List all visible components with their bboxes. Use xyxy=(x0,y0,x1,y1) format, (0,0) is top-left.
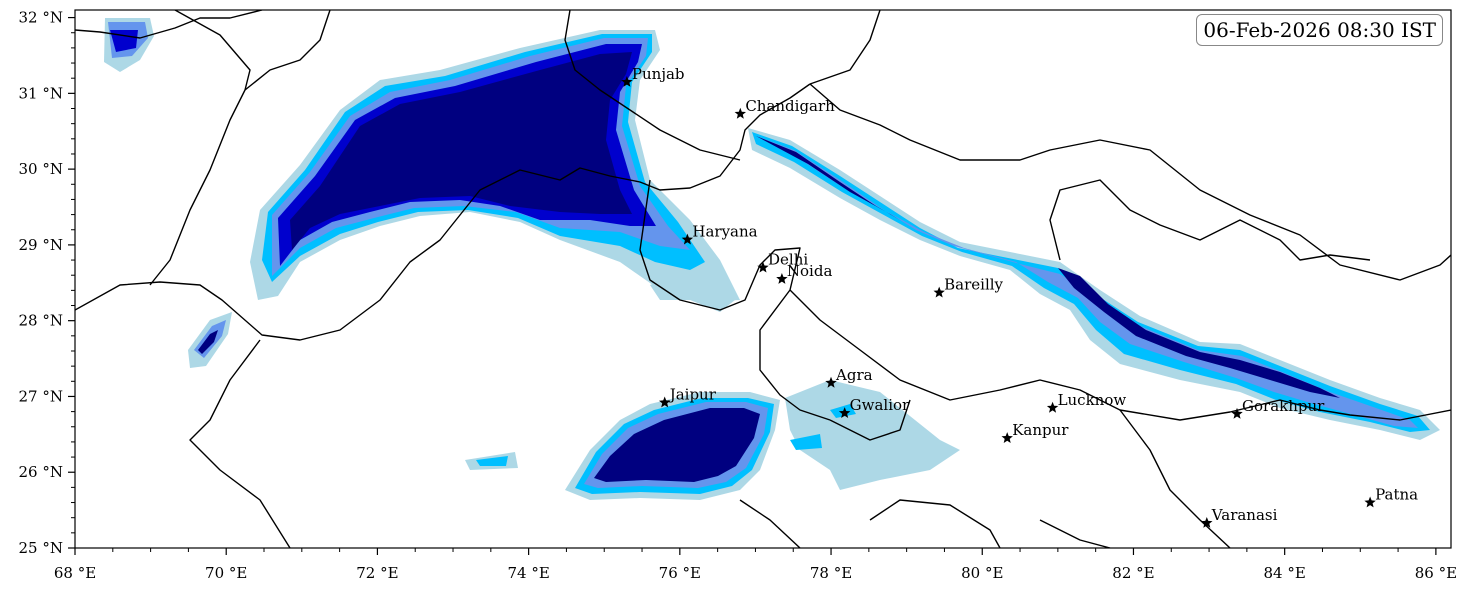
city-star-marker xyxy=(825,376,837,388)
x-tick-label: 72 °E xyxy=(356,564,398,582)
city-star-marker xyxy=(659,396,671,408)
city-label: Punjab xyxy=(632,65,685,83)
administrative-borders xyxy=(75,10,1451,548)
x-tick-label: 78 °E xyxy=(810,564,852,582)
x-tick-label: 80 °E xyxy=(961,564,1003,582)
city-star-marker xyxy=(1201,517,1213,528)
fog-region-l2 xyxy=(830,404,856,418)
city-label: Jaipur xyxy=(668,386,717,404)
fog-region-l2 xyxy=(752,132,1430,432)
city-label: Patna xyxy=(1375,486,1418,504)
y-tick-label: 28 °N xyxy=(19,312,63,330)
timestamp-label: 06-Feb-2026 08:30 IST xyxy=(1196,14,1443,46)
city-label: Noida xyxy=(787,262,833,280)
city-star-marker xyxy=(681,233,694,245)
fog-region-l2 xyxy=(476,456,508,466)
fog-region-l1 xyxy=(785,380,960,490)
x-tick-label: 82 °E xyxy=(1112,564,1154,582)
latitude-axis: 25 °N 26 °N 27 °N 28 °N 29 °N 30 °N 31 °N 32 °N xyxy=(19,9,75,557)
city-star-marker xyxy=(933,286,945,298)
city-star-marker xyxy=(776,273,788,284)
y-tick-label: 26 °N xyxy=(19,463,63,481)
city-label: Chandigarh xyxy=(745,97,835,115)
city-label: Delhi xyxy=(768,251,808,269)
x-tick-label: 68 °E xyxy=(54,564,96,582)
fog-region-l4 xyxy=(110,30,138,52)
city-label: Agra xyxy=(835,366,873,384)
plot-frame xyxy=(74,9,1452,549)
fog-region-l5 xyxy=(198,330,218,354)
x-tick-label: 74 °E xyxy=(507,564,549,582)
y-tick-label: 25 °N xyxy=(19,539,63,557)
y-tick-label: 31 °N xyxy=(19,84,63,102)
city-star-marker xyxy=(1001,432,1013,443)
city-star-marker xyxy=(1231,407,1243,419)
fog-contours xyxy=(104,18,1440,500)
x-tick-label: 84 °E xyxy=(1264,564,1306,582)
fog-region-l5 xyxy=(290,52,632,250)
city-star-marker xyxy=(1364,496,1376,508)
fog-region-l1 xyxy=(650,270,735,312)
city-star-marker xyxy=(621,76,633,87)
fog-region-l5 xyxy=(1058,268,1340,398)
city-star-marker xyxy=(838,407,851,418)
y-tick-label: 29 °N xyxy=(19,236,63,254)
city-label: Haryana xyxy=(692,223,757,241)
y-tick-label: 32 °N xyxy=(19,9,63,27)
city-star-marker xyxy=(757,261,769,273)
city-label: Gwalior xyxy=(850,396,910,414)
y-tick-label: 27 °N xyxy=(19,387,63,405)
y-tick-label: 30 °N xyxy=(19,160,63,178)
city-label: Kanpur xyxy=(1012,421,1069,439)
x-tick-label: 86 °E xyxy=(1415,564,1457,582)
city-star-marker xyxy=(1046,401,1059,413)
city-label: Varanasi xyxy=(1211,506,1278,524)
city-star-marker xyxy=(734,107,746,119)
longitude-axis: 68 °E 70 °E 72 °E 74 °E 76 °E 78 °E 80 °E 82 °E… xyxy=(54,548,1457,582)
fog-region-l5 xyxy=(594,408,760,482)
x-tick-label: 70 °E xyxy=(205,564,247,582)
city-label: Bareilly xyxy=(944,276,1003,294)
fog-region-l2 xyxy=(790,434,822,450)
fog-region-l5 xyxy=(756,136,900,220)
x-tick-label: 76 °E xyxy=(659,564,701,582)
city-label: Lucknow xyxy=(1058,391,1127,409)
city-label: Gorakhpur xyxy=(1242,397,1325,415)
